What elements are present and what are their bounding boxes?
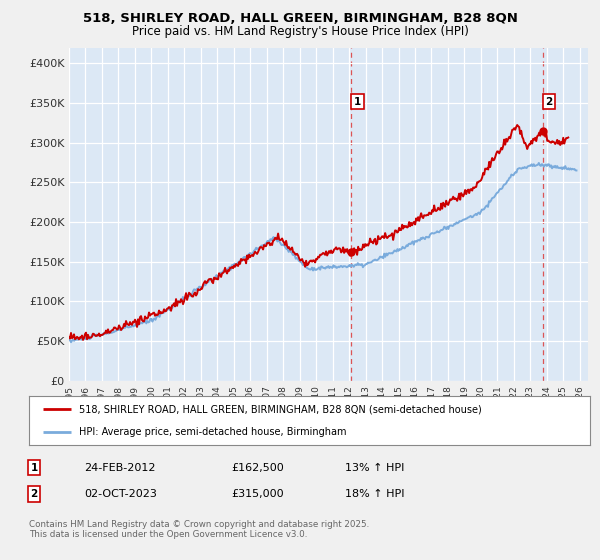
Text: 2: 2	[31, 489, 38, 499]
Text: 518, SHIRLEY ROAD, HALL GREEN, BIRMINGHAM, B28 8QN: 518, SHIRLEY ROAD, HALL GREEN, BIRMINGHA…	[83, 12, 517, 25]
Text: 24-FEB-2012: 24-FEB-2012	[84, 463, 155, 473]
Text: Contains HM Land Registry data © Crown copyright and database right 2025.
This d: Contains HM Land Registry data © Crown c…	[29, 520, 369, 539]
Text: 1: 1	[354, 97, 361, 107]
Text: 18% ↑ HPI: 18% ↑ HPI	[345, 489, 404, 499]
Text: Price paid vs. HM Land Registry's House Price Index (HPI): Price paid vs. HM Land Registry's House …	[131, 25, 469, 38]
Text: £315,000: £315,000	[231, 489, 284, 499]
Text: 1: 1	[31, 463, 38, 473]
Text: 518, SHIRLEY ROAD, HALL GREEN, BIRMINGHAM, B28 8QN (semi-detached house): 518, SHIRLEY ROAD, HALL GREEN, BIRMINGHA…	[79, 404, 482, 414]
Text: 2: 2	[545, 97, 553, 107]
Text: 13% ↑ HPI: 13% ↑ HPI	[345, 463, 404, 473]
Text: HPI: Average price, semi-detached house, Birmingham: HPI: Average price, semi-detached house,…	[79, 427, 347, 437]
Text: 02-OCT-2023: 02-OCT-2023	[84, 489, 157, 499]
Text: £162,500: £162,500	[231, 463, 284, 473]
